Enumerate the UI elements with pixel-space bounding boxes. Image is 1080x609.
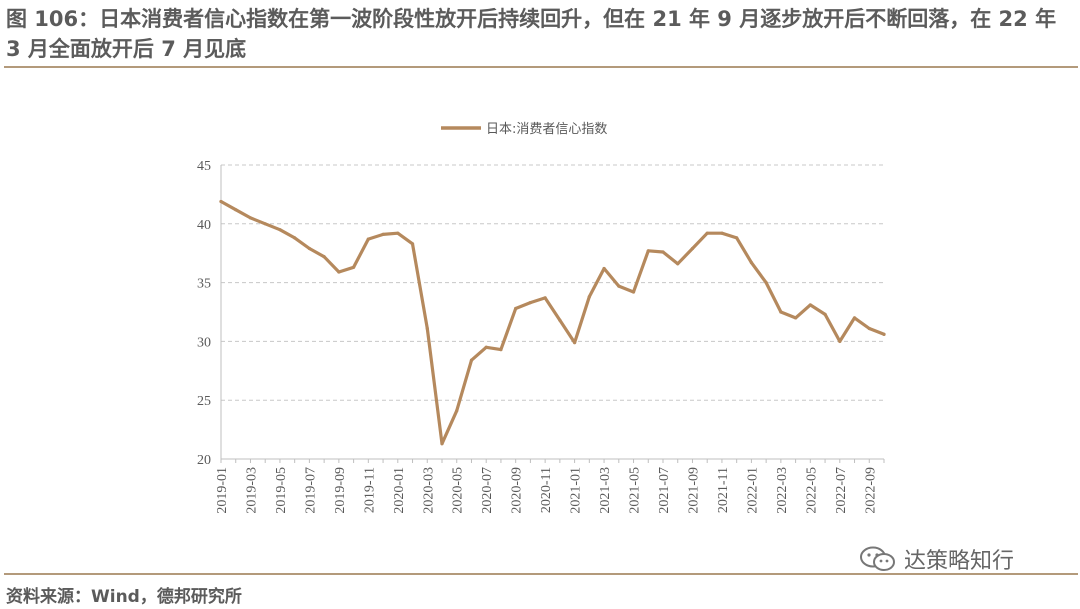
data-point <box>234 208 238 212</box>
x-tick-label: 2019-07 <box>303 467 318 514</box>
x-tick-label: 2021-07 <box>657 467 672 514</box>
x-tick-label: 2022-09 <box>863 467 878 514</box>
x-tick-label: 2019-03 <box>244 467 259 514</box>
data-point <box>337 270 341 274</box>
top-rule <box>4 66 1078 68</box>
data-point <box>646 249 650 253</box>
data-point <box>852 316 857 320</box>
data-point <box>690 246 695 251</box>
wechat-icon <box>860 546 895 571</box>
x-tick-label: 2019-01 <box>215 467 230 514</box>
data-point <box>366 237 370 241</box>
x-tick-label: 2022-03 <box>775 467 790 514</box>
data-point <box>764 281 768 285</box>
x-tick-label: 2020-05 <box>451 467 466 514</box>
data-point <box>499 348 503 352</box>
y-tick-label: 20 <box>197 453 211 468</box>
x-tick-label: 2019-09 <box>333 467 348 514</box>
data-point <box>440 442 444 446</box>
x-tick-label: 2021-01 <box>569 467 584 514</box>
data-point <box>661 250 665 254</box>
bottom-rule <box>4 573 1078 575</box>
data-point <box>528 300 533 305</box>
data-point <box>248 216 253 220</box>
data-point <box>514 306 518 311</box>
data-point <box>823 312 827 316</box>
y-tick-label: 45 <box>197 159 211 174</box>
series-line <box>219 199 886 446</box>
data-point <box>410 242 415 246</box>
data-point <box>749 261 754 265</box>
data-point <box>558 318 562 322</box>
x-tick-label: 2022-07 <box>834 467 849 514</box>
x-tick-label: 2021-05 <box>628 467 643 514</box>
watermark-text: 达策略知行 <box>904 549 1015 574</box>
x-tick-label: 2020-07 <box>480 467 495 514</box>
x-tick-label: 2019-11 <box>362 467 377 513</box>
data-point <box>676 262 680 266</box>
x-tick-label: 2022-05 <box>804 467 819 514</box>
y-tick-label: 40 <box>197 218 211 233</box>
data-point <box>587 295 591 299</box>
data-point <box>396 231 400 235</box>
data-point <box>293 236 297 240</box>
data-point <box>469 358 474 362</box>
data-point <box>735 236 739 240</box>
x-tick-label: 2020-01 <box>392 467 407 514</box>
data-point <box>631 290 636 294</box>
data-point <box>219 199 223 204</box>
x-tick-label: 2019-05 <box>274 467 289 514</box>
data-point <box>867 326 871 331</box>
y-tick-label: 30 <box>197 335 211 350</box>
data-point <box>882 332 886 336</box>
legend-label: 日本:消费者信心指数 <box>486 122 607 137</box>
data-point <box>838 339 842 343</box>
data-point <box>808 303 812 307</box>
y-tick-label: 35 <box>197 277 211 292</box>
data-point <box>352 265 356 269</box>
x-tick-label: 2022-01 <box>745 467 760 514</box>
data-point <box>543 296 547 300</box>
data-point <box>381 232 385 236</box>
series-layer <box>219 199 886 446</box>
y-axis: 20 25 30 35 40 45 <box>197 159 222 468</box>
figure-title: 图 106：日本消费者信心指数在第一波阶段性放开后持续回升，但在 21 年 9 … <box>6 7 1057 61</box>
data-point <box>425 326 429 331</box>
x-tick-label: 2020-11 <box>539 467 554 513</box>
data-point <box>573 340 577 345</box>
data-point <box>322 255 326 259</box>
x-tick-label: 2020-03 <box>421 467 436 514</box>
data-point <box>705 231 709 235</box>
x-tick-label: 2021-09 <box>686 467 701 514</box>
x-tick-label: 2021-11 <box>716 467 731 513</box>
x-tick-label: 2020-09 <box>510 467 525 514</box>
data-point <box>779 310 783 314</box>
data-point <box>455 409 459 413</box>
data-point <box>278 228 282 232</box>
source-note: 资料来源：Wind，德邦研究所 <box>6 587 242 607</box>
data-point <box>307 246 311 251</box>
x-tick-label: 2021-03 <box>598 467 613 514</box>
watermark: 达策略知行 <box>858 543 1014 575</box>
data-point <box>263 222 267 226</box>
x-axis: 2019-01 2019-03 2019-05 2019-07 2019-09 2019-… <box>215 458 885 514</box>
data-point <box>794 316 798 320</box>
data-point <box>617 284 621 288</box>
data-point <box>602 266 606 271</box>
data-point <box>720 231 724 235</box>
legend: 日本:消费者信心指数 <box>441 122 607 137</box>
data-point <box>484 345 488 349</box>
y-tick-label: 25 <box>197 394 211 409</box>
